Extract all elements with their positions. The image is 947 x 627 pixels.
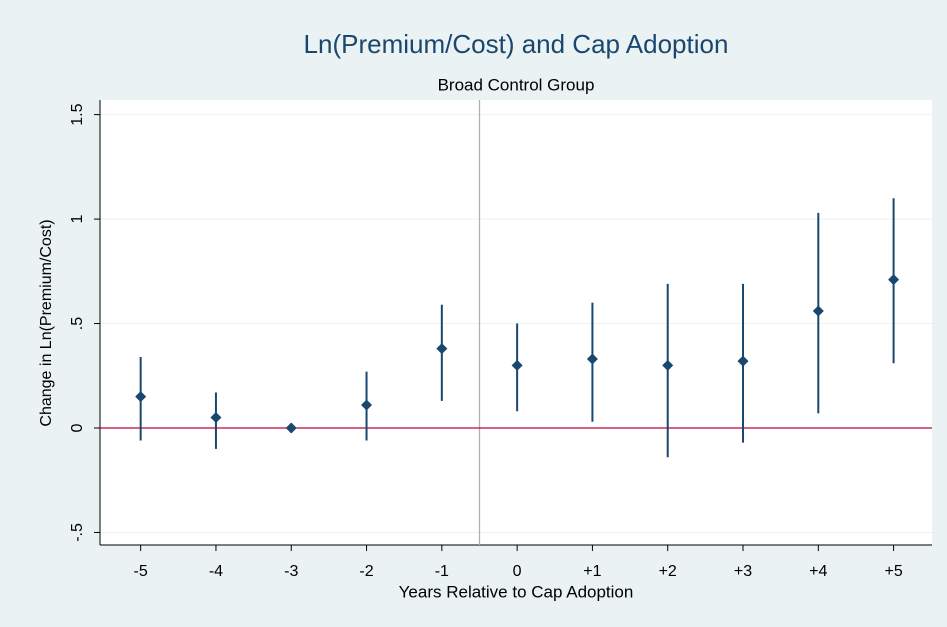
chart-subtitle: Broad Control Group: [438, 75, 595, 94]
x-tick-label: +1: [583, 563, 601, 580]
point: [737, 355, 749, 367]
y-tick-label: 0: [69, 423, 86, 432]
point: [285, 422, 297, 434]
point: [436, 343, 448, 355]
point: [586, 353, 598, 365]
point: [812, 305, 824, 317]
x-tick-label: -1: [435, 563, 449, 580]
x-tick-label: +2: [659, 563, 677, 580]
y-tick-label: .5: [69, 317, 86, 330]
x-tick-label: +5: [884, 563, 902, 580]
point: [662, 359, 674, 371]
chart-title: Ln(Premium/Cost) and Cap Adoption: [304, 29, 729, 59]
x-tick-label: -2: [359, 563, 373, 580]
y-tick-label: -.5: [69, 523, 86, 542]
y-tick-label: 1.5: [69, 103, 86, 125]
x-tick-label: +3: [734, 563, 752, 580]
plot-area: [100, 100, 932, 545]
point: [135, 391, 147, 403]
y-tick-label: 1: [69, 215, 86, 224]
point: [210, 412, 222, 424]
point: [888, 274, 900, 286]
y-axis-label: Change in Ln(Premium/Cost): [38, 219, 55, 426]
x-axis-label: Years Relative to Cap Adoption: [399, 582, 634, 601]
x-tick-label: +4: [809, 563, 827, 580]
x-tick-label: -4: [209, 563, 223, 580]
point: [361, 399, 373, 411]
x-tick-label: 0: [513, 563, 522, 580]
point: [511, 359, 523, 371]
x-tick-label: -5: [134, 563, 148, 580]
x-tick-label: -3: [284, 563, 298, 580]
